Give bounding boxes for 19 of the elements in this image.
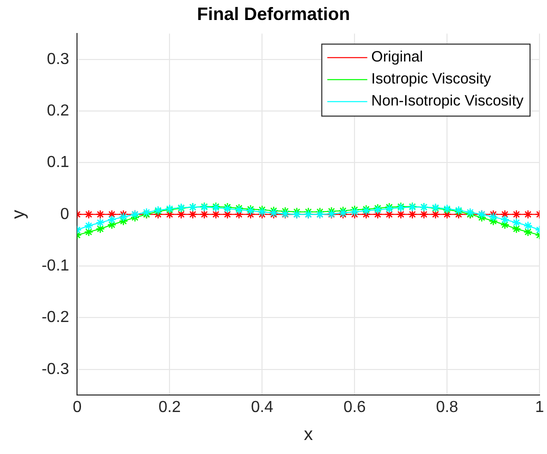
chart-title: Final Deformation: [196, 4, 350, 24]
legend-label: Original: [371, 48, 423, 66]
y-tick-label: 0: [60, 206, 70, 223]
y-tick-label: 0.1: [46, 154, 70, 172]
legend-label: Isotropic Viscosity: [371, 70, 492, 88]
y-axis-title: y: [8, 210, 28, 219]
x-axis-title: x: [304, 424, 313, 444]
x-tick-label: 0: [72, 399, 82, 416]
legend-label: Non-Isotropic Viscosity: [371, 92, 524, 110]
y-tick-label: 0.3: [46, 50, 70, 68]
x-tick-label: 1: [535, 399, 544, 416]
x-tick-label: 0.8: [436, 399, 458, 416]
y-tick-label: -0.1: [42, 257, 70, 274]
y-tick-label: 0.2: [46, 102, 70, 120]
y-tick-label: -0.2: [42, 309, 70, 326]
x-tick-label: 0.4: [250, 399, 274, 416]
y-tick-label: -0.3: [42, 360, 70, 378]
x-tick-label: 0.6: [343, 399, 366, 416]
x-tick-label: 0.2: [158, 399, 181, 416]
